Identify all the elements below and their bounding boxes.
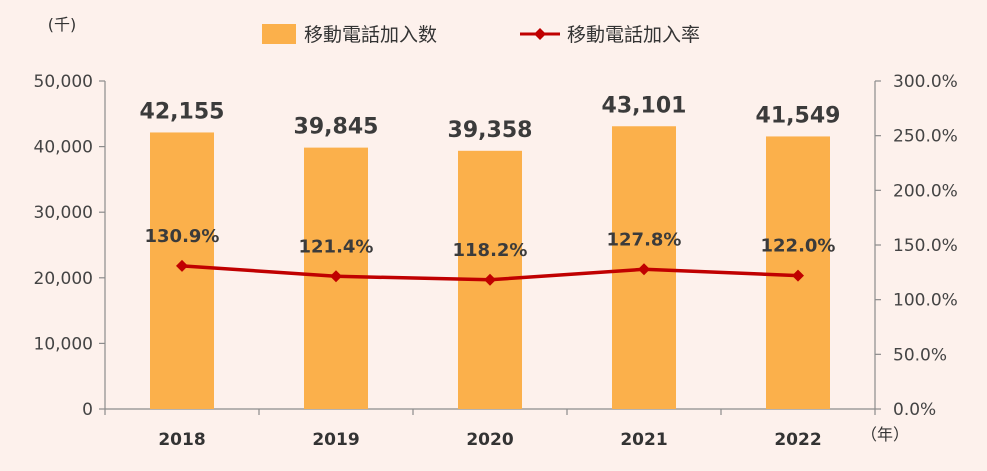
- y-right-tick-label: 250.0%: [893, 127, 958, 147]
- bar-data-labels: 42,155 39,845 39,358 43,101 41,549: [140, 93, 841, 143]
- bar-value-label: 42,155: [140, 99, 225, 124]
- x-tick-label: 2021: [620, 430, 667, 450]
- x-tick-label: 2022: [774, 430, 821, 450]
- y-right-ticks: 0.0% 50.0% 100.0% 150.0% 200.0% 250.0% 300.0%: [875, 72, 958, 420]
- line-value-label: 127.8%: [607, 229, 682, 250]
- line-value-label: 130.9%: [145, 226, 220, 247]
- legend-bar-label: 移動電話加入数: [304, 24, 437, 46]
- y-left-tick-label: 30,000: [34, 203, 93, 223]
- line-value-label: 118.2%: [453, 240, 528, 261]
- y-right-tick-label: 50.0%: [893, 345, 947, 365]
- y-left-ticks: 0 10,000 20,000 30,000 40,000 50,000: [34, 72, 105, 420]
- y-right-tick-label: 150.0%: [893, 236, 958, 256]
- y-right-tick-label: 0.0%: [893, 400, 936, 420]
- x-tick-label: 2019: [312, 430, 359, 450]
- line-point-marker: [484, 273, 496, 286]
- y-left-tick-label: 0: [82, 400, 93, 420]
- x-tick-label: 2018: [158, 430, 205, 450]
- x-ticks: 2018 2019 2020 2021 2022: [104, 409, 876, 450]
- bar-value-label: 39,845: [294, 115, 379, 140]
- bar-value-label: 41,549: [756, 103, 841, 128]
- bar-series: [150, 126, 830, 410]
- line-value-label: 122.0%: [761, 236, 836, 257]
- y-left-tick-label: 50,000: [34, 72, 93, 92]
- line-point-marker: [330, 270, 342, 283]
- y-left-unit-label: (千): [48, 15, 77, 34]
- y-right-tick-label: 200.0%: [893, 181, 958, 201]
- line-point-marker: [792, 269, 804, 282]
- line-series: [176, 259, 804, 286]
- y-left-tick-label: 20,000: [34, 269, 93, 289]
- line-point-marker: [176, 259, 188, 272]
- line-value-label: 121.4%: [299, 236, 374, 257]
- line-point-marker: [638, 263, 650, 276]
- x-tick-label: 2020: [466, 430, 513, 450]
- bar-value-label: 43,101: [602, 93, 687, 118]
- bar-value-label: 39,358: [448, 118, 533, 143]
- legend-bar-swatch: [262, 24, 296, 44]
- legend: 移動電話加入数 移動電話加入率: [262, 24, 700, 46]
- y-right-tick-label: 300.0%: [893, 72, 958, 92]
- y-left-tick-label: 10,000: [34, 334, 93, 354]
- y-left-tick-label: 40,000: [34, 138, 93, 158]
- y-right-tick-label: 100.0%: [893, 291, 958, 311]
- legend-line-marker: [534, 28, 546, 40]
- line-data-labels: 130.9% 121.4% 118.2% 127.8% 122.0%: [145, 226, 836, 261]
- x-unit-label: （年）: [861, 425, 909, 444]
- legend-line-label: 移動電話加入率: [567, 24, 700, 46]
